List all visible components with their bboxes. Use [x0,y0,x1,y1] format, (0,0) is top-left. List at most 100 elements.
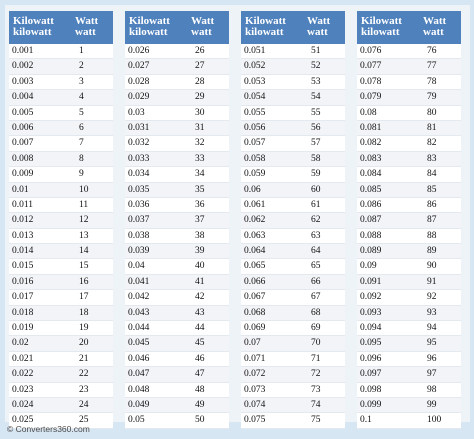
watt-value: 98 [427,384,437,395]
watt-value: 11 [79,199,89,210]
kilowatt-value: 0.046 [128,353,150,364]
watt-value: 80 [427,107,437,118]
header-watt-top: Watt [191,15,215,27]
kilowatt-value: 0.019 [12,323,34,334]
kilowatt-value: 0.073 [244,384,266,395]
watt-value: 37 [195,215,205,226]
table-row: 0.027 27 [125,59,229,75]
watt-value: 82 [427,138,437,149]
watt-value: 19 [79,323,89,334]
watt-value: 63 [311,230,321,241]
watt-value: 87 [427,215,437,226]
kilowatt-value: 0.078 [360,76,382,87]
kilowatt-value: 0.061 [244,199,266,210]
kilowatt-value: 0.036 [128,199,150,210]
watt-value: 24 [79,399,89,410]
table-row: 0.04 40 [125,259,229,275]
table-row: 0.095 95 [357,336,461,352]
table-column-1: Kilowatt kilowatt Watt watt 0.001 1 0.002 2 0.… [9,11,113,429]
watt-value: 18 [79,307,89,318]
table-row: 0.039 39 [125,244,229,260]
table-row: 0.01 10 [9,182,113,198]
kilowatt-value: 0.084 [360,169,382,180]
watt-value: 48 [195,384,205,395]
table-row: 0.003 3 [9,74,113,91]
copyright-credit: © Converters360.com [7,424,90,434]
table-row: 0.033 33 [125,151,229,168]
table-row: 0.057 57 [241,136,345,152]
kilowatt-value: 0.062 [244,215,266,226]
watt-value: 4 [79,92,84,103]
table-row: 0.065 65 [241,259,345,275]
kilowatt-value: 0.049 [128,399,150,410]
conversion-table: Kilowatt kilowatt Watt watt 0.001 1 0.002 2 0.… [5,5,470,429]
watt-value: 51 [311,46,321,56]
watt-value: 76 [427,46,437,56]
watt-value: 84 [427,169,437,180]
table-row: 0.013 13 [9,228,113,245]
watt-value: 5 [79,107,84,118]
kilowatt-value: 0.056 [244,122,266,133]
table-row: 0.047 47 [125,367,229,383]
watt-value: 44 [195,323,205,334]
kilowatt-value: 0.002 [12,61,34,72]
watt-value: 41 [195,276,205,287]
kilowatt-value: 0.077 [360,61,382,72]
header-kilowatt-top: Kilowatt [361,15,402,27]
table-row: 0.051 51 [241,44,345,60]
table-row: 0.048 48 [125,382,229,398]
kilowatt-value: 0.012 [12,215,34,226]
kilowatt-value: 0.05 [128,415,145,426]
table-row: 0.049 49 [125,397,229,414]
table-row: 0.084 84 [357,167,461,183]
watt-value: 20 [79,338,89,349]
watt-value: 49 [195,399,205,410]
table-row: 0.031 31 [125,120,229,137]
watt-value: 88 [427,230,437,241]
watt-value: 72 [311,369,321,380]
table-row: 0.054 54 [241,90,345,106]
table-column-3: Kilowatt kilowatt Watt watt 0.051 51 0.052 52… [241,11,345,429]
table-row: 0.053 53 [241,74,345,91]
watt-value: 33 [195,153,205,164]
watt-value: 79 [427,92,437,103]
kilowatt-value: 0.03 [128,107,145,118]
table-row: 0.044 44 [125,321,229,337]
kilowatt-value: 0.071 [244,353,266,364]
table-row: 0.098 98 [357,382,461,398]
kilowatt-value: 0.021 [12,353,34,364]
kilowatt-value: 0.067 [244,292,266,303]
watt-value: 60 [311,184,321,195]
watt-value: 30 [195,107,205,118]
kilowatt-value: 0.072 [244,369,266,380]
watt-value: 8 [79,153,84,164]
watt-value: 91 [427,276,437,287]
header-watt-bottom: watt [191,26,212,38]
table-row: 0.1 100 [357,413,461,429]
table-row: 0.024 24 [9,397,113,414]
kilowatt-value: 0.081 [360,122,382,133]
watt-value: 10 [79,184,89,195]
watt-value: 31 [195,122,205,133]
kilowatt-value: 0.087 [360,215,382,226]
table-row: 0.055 55 [241,105,345,121]
table-row: 0.093 93 [357,305,461,322]
kilowatt-value: 0.095 [360,338,382,349]
watt-value: 75 [311,415,321,426]
kilowatt-value: 0.035 [128,184,150,195]
table-row: 0.082 82 [357,136,461,152]
table-row: 0.026 26 [125,44,229,60]
kilowatt-value: 0.054 [244,92,266,103]
table-row: 0.08 80 [357,105,461,121]
watt-value: 56 [311,122,321,133]
watt-value: 97 [427,369,437,380]
watt-value: 43 [195,307,205,318]
header-kilowatt-top: Kilowatt [245,15,286,27]
watt-value: 35 [195,184,205,195]
watt-value: 29 [195,92,205,103]
kilowatt-value: 0.098 [360,384,382,395]
table-row: 0.063 63 [241,228,345,245]
table-row: 0.061 61 [241,197,345,214]
table-row: 0.074 74 [241,397,345,414]
kilowatt-value: 0.074 [244,399,266,410]
